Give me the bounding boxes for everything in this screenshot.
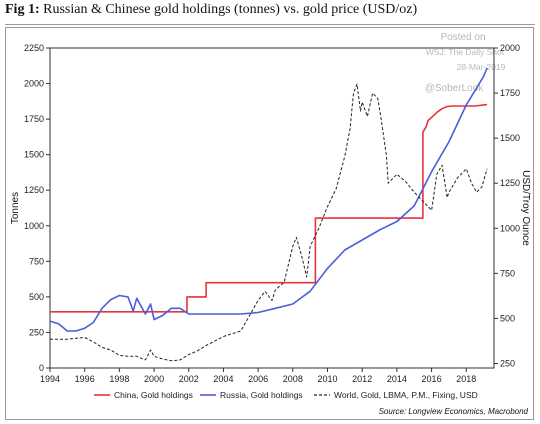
figure-label: Fig 1: (5, 2, 40, 17)
figure-title: Russian & Chinese gold holdings (tonnes)… (43, 2, 418, 17)
y-right-axis-title: USD/Troy Ounce (520, 170, 531, 246)
source-note: Source: Longview Economics, Macrobond (379, 407, 529, 416)
x-tick-label: 2010 (317, 374, 337, 384)
x-tick-label: 2014 (387, 374, 407, 384)
y-right-tick-label: 250 (500, 358, 515, 368)
y-left-tick-label: 1750 (24, 114, 44, 124)
russia-gold-holdings-line (49, 67, 488, 332)
y-right-tick-label: 1000 (500, 223, 520, 233)
y-right-tick-label: 1750 (500, 88, 520, 98)
series-lines (49, 67, 488, 362)
axes: 0 250 500 750 1000 1250 1500 1750 2000 2250 250 500… (10, 43, 531, 384)
x-tick-label: 2006 (248, 374, 268, 384)
y-right-tick-label: 1250 (500, 178, 520, 188)
figure-header: Fig 1: Russian & Chinese gold holdings (… (5, 2, 535, 25)
legend-label-2: Russia, Gold holdings (220, 390, 303, 400)
y-left-tick-label: 1000 (24, 221, 44, 231)
x-tick-label: 1994 (40, 374, 60, 384)
y-left-tick-label: 1250 (24, 185, 44, 195)
x-tick-label: 2012 (352, 374, 372, 384)
y-right-tick-label: 1500 (500, 133, 520, 143)
y-left-tick-label: 1500 (24, 150, 44, 160)
chart-frame (5, 27, 534, 420)
plot-area-border (49, 47, 495, 369)
y-left-tick-label: 750 (29, 256, 44, 266)
x-tick-label: 2016 (422, 374, 442, 384)
y-right-tick-label: 2000 (500, 43, 520, 53)
y-left-tick-label: 2250 (24, 43, 44, 53)
china-gold-holdings-line (50, 103, 488, 313)
y-left-tick-label: 250 (29, 327, 44, 337)
x-tick-label: 2002 (179, 374, 199, 384)
watermark-handle: @SoberLook (425, 83, 485, 94)
y-right-tick-label: 750 (500, 268, 515, 278)
x-tick-label: 1996 (75, 374, 95, 384)
y-left-tick-label: 2000 (24, 79, 44, 89)
watermark-date: 28-Mar-2019 (457, 62, 506, 72)
y-right-tick-label: 500 (500, 313, 515, 323)
legend: China, Gold holdings Russia, Gold holding… (94, 390, 478, 400)
x-tick-label: 2008 (283, 374, 303, 384)
legend-label-1: China, Gold holdings (114, 390, 193, 400)
x-tick-label: 2004 (213, 374, 233, 384)
y-left-axis-title: Tonnes (10, 192, 21, 224)
y-left-tick-label: 0 (39, 363, 44, 373)
x-tick-label: 2000 (144, 374, 164, 384)
gold-price-line (50, 83, 488, 362)
watermark-outlet: WSJ: The Daily Shot (426, 47, 505, 57)
watermark-posted: Posted on (440, 32, 485, 43)
watermark: Posted on WSJ: The Daily Shot 28-Mar-201… (425, 32, 506, 94)
y-left-tick-label: 500 (29, 292, 44, 302)
x-tick-label: 2018 (456, 374, 476, 384)
x-tick-label: 1998 (109, 374, 129, 384)
legend-label-3: World, Gold, LBMA, P.M., Fixing, USD (334, 390, 478, 400)
